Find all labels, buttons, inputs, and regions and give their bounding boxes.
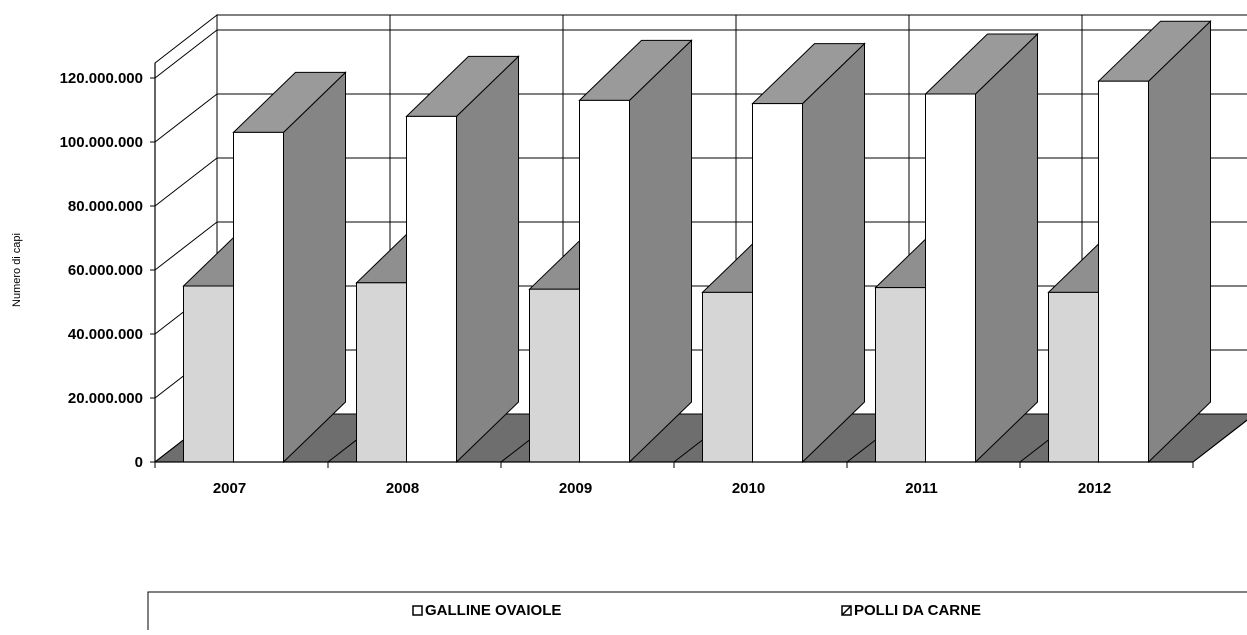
gridline-side bbox=[154, 93, 218, 143]
bar-front bbox=[356, 282, 407, 463]
y-tick-label: 120.000.000 bbox=[60, 70, 143, 87]
bar-side bbox=[456, 55, 519, 464]
y-tick-label: 60.000.000 bbox=[68, 262, 143, 279]
legend-label-galline: GALLINE OVAIOLE bbox=[425, 602, 561, 619]
bar bbox=[578, 39, 693, 464]
legend-swatch-galline bbox=[412, 605, 423, 616]
y-tick-label: 20.000.000 bbox=[68, 390, 143, 407]
y-tick-label: 0 bbox=[135, 454, 143, 471]
bar-front bbox=[875, 287, 926, 463]
x-tick-label: 2008 bbox=[386, 480, 419, 497]
legend-item-polli: POLLI DA CARNE bbox=[841, 602, 981, 619]
bar-side bbox=[802, 42, 865, 464]
y-tick-label: 100.000.000 bbox=[60, 134, 143, 151]
x-tick-label: 2010 bbox=[732, 480, 765, 497]
x-tick-label: 2009 bbox=[559, 480, 592, 497]
y-tick-label: 80.000.000 bbox=[68, 198, 143, 215]
bar bbox=[1097, 20, 1212, 464]
bar-front bbox=[406, 115, 457, 463]
legend-item-galline: GALLINE OVAIOLE bbox=[412, 602, 561, 619]
bar-side bbox=[975, 32, 1038, 464]
bar bbox=[751, 42, 866, 464]
bar-front bbox=[529, 288, 580, 463]
legend-box bbox=[147, 591, 1247, 635]
bar-front bbox=[1098, 80, 1149, 463]
bar-front bbox=[233, 131, 284, 463]
bar bbox=[924, 32, 1039, 464]
y-axis-label: Numero di capi bbox=[11, 233, 23, 307]
bar-front bbox=[702, 291, 753, 463]
bar bbox=[405, 55, 520, 464]
y-tick-label: 40.000.000 bbox=[68, 326, 143, 343]
bar-front bbox=[925, 93, 976, 463]
x-tick-label: 2012 bbox=[1078, 480, 1111, 497]
bar-front bbox=[752, 103, 803, 463]
x-tick-label: 2007 bbox=[213, 480, 246, 497]
bar bbox=[232, 71, 347, 464]
gridline-side bbox=[154, 221, 218, 271]
chart-axes: 0 20.000.000 40.000.000 60.000.000 80.000.00… bbox=[60, 63, 1194, 497]
bar-front bbox=[1048, 291, 1099, 463]
chart-bars bbox=[182, 20, 1212, 464]
legend-swatch-polli-hatch bbox=[841, 605, 852, 616]
gridline-side bbox=[154, 29, 218, 79]
bar-front bbox=[579, 99, 630, 463]
x-tick-label: 2011 bbox=[905, 480, 938, 497]
bar-side bbox=[283, 71, 346, 464]
floor-divider bbox=[1192, 419, 1247, 463]
gridline-side bbox=[154, 157, 218, 207]
legend: GALLINE OVAIOLE POLLI DA CARNE bbox=[147, 591, 1247, 635]
legend-label-polli: POLLI DA CARNE bbox=[854, 602, 981, 619]
bar-side bbox=[1148, 20, 1211, 464]
bar-front bbox=[183, 285, 234, 463]
bar-side bbox=[629, 39, 692, 464]
